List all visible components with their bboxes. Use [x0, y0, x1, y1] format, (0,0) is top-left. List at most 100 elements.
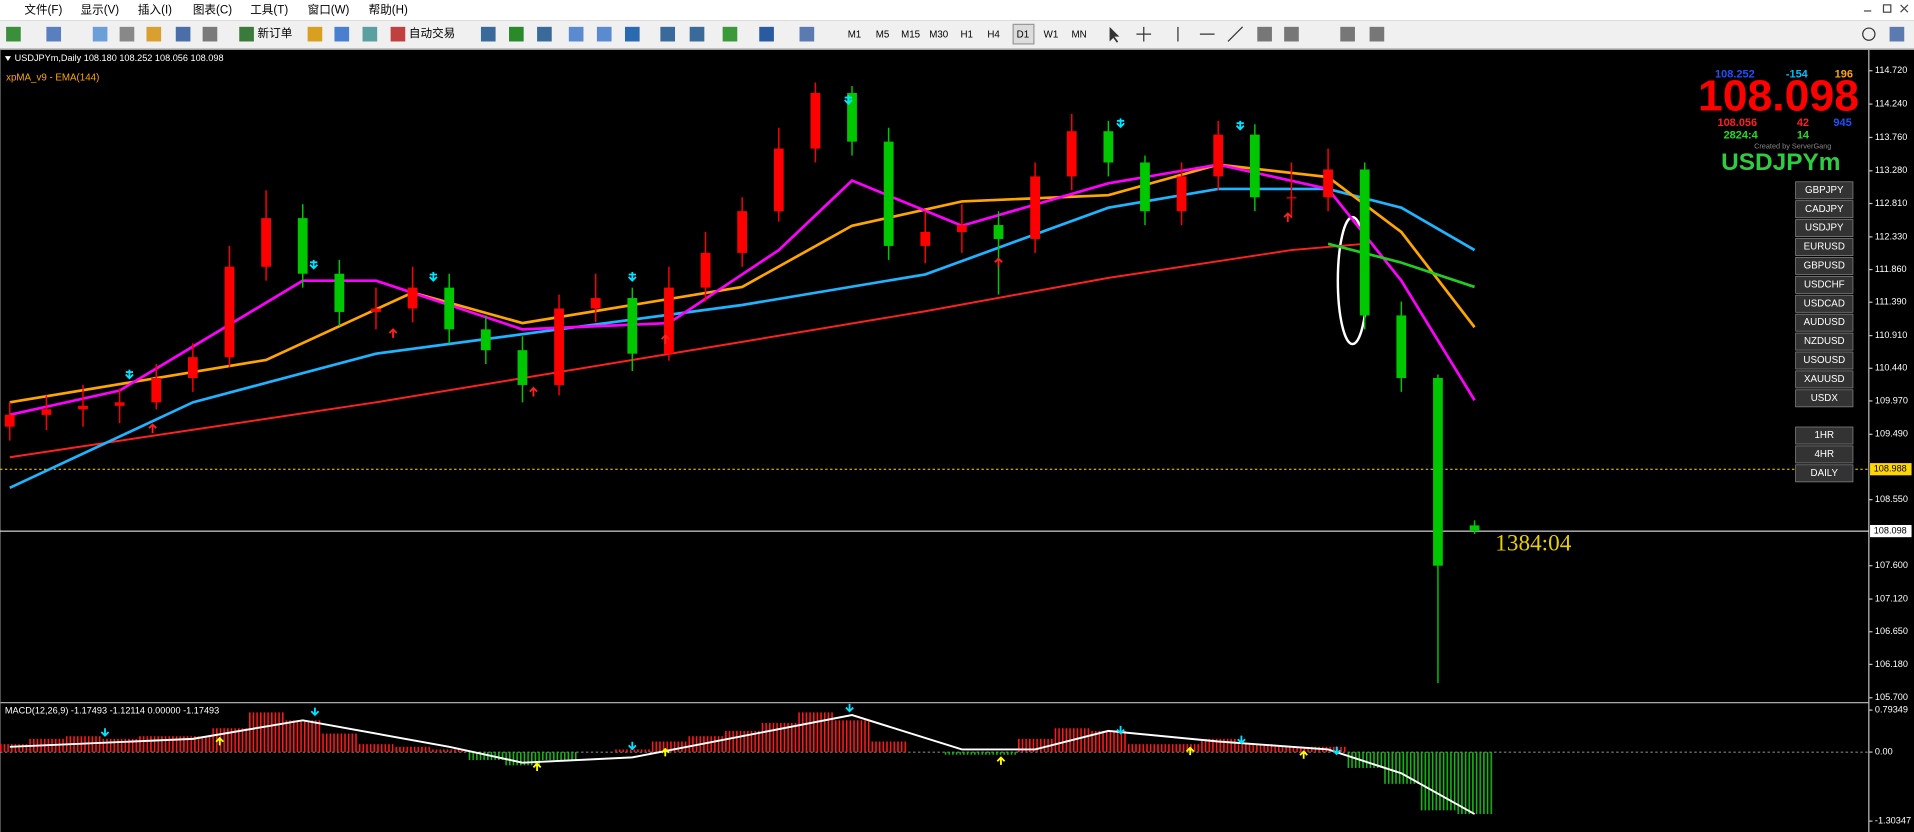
- timeframe-button[interactable]: M30: [929, 29, 949, 40]
- icon[interactable]: [509, 26, 524, 42]
- icon[interactable]: [1284, 26, 1299, 42]
- icon[interactable]: [146, 26, 162, 42]
- symbol-button[interactable]: 1HR: [1815, 430, 1835, 441]
- candle-body: [810, 92, 821, 149]
- price-label-box: [1870, 524, 1912, 538]
- candle-body: [517, 350, 528, 385]
- price-label: 108.098: [1874, 526, 1907, 536]
- symbol-button[interactable]: NZDUSD: [1804, 336, 1845, 347]
- icon[interactable]: [689, 26, 705, 42]
- signal-arrow: [1299, 750, 1308, 759]
- y-tick-label: 109.970: [1875, 395, 1908, 405]
- icon[interactable]: [722, 26, 738, 42]
- icon[interactable]: [239, 26, 254, 42]
- menu-item[interactable]: 帮助(H): [369, 2, 408, 16]
- symbol-button[interactable]: USDX: [1811, 393, 1839, 404]
- timeframe-button[interactable]: M1: [848, 29, 862, 40]
- timeframe-button[interactable]: M5: [876, 29, 890, 40]
- y-tick-label: 112.810: [1875, 198, 1907, 208]
- icon[interactable]: [390, 26, 406, 42]
- close[interactable]: [1900, 4, 1909, 13]
- y-tick-label: 0.79349: [1875, 704, 1908, 714]
- macd-bar: [0, 744, 29, 753]
- icon[interactable]: [175, 26, 191, 42]
- symbol-button-bg: [1795, 370, 1854, 389]
- symbol-button-bg: [1795, 332, 1854, 351]
- symbol-button[interactable]: USDCAD: [1804, 298, 1845, 309]
- symbol-button[interactable]: XAUUSD: [1804, 374, 1845, 385]
- icon[interactable]: [119, 26, 135, 42]
- macd-bar: [613, 749, 651, 753]
- candle-body: [883, 141, 894, 246]
- icon[interactable]: [202, 26, 218, 42]
- candle-body: [737, 211, 748, 253]
- icon[interactable]: [759, 26, 774, 42]
- y-tick-label: 113.760: [1875, 132, 1907, 142]
- new-order-button[interactable]: 新订单: [258, 26, 293, 40]
- menu-item[interactable]: 文件(F): [24, 2, 62, 16]
- candle-body: [590, 298, 601, 309]
- icon[interactable]: [92, 26, 108, 42]
- signal-arrow: [1283, 212, 1293, 223]
- y-tick-label: 106.180: [1875, 659, 1908, 669]
- crosshair-icon[interactable]: [1136, 26, 1152, 42]
- icon[interactable]: [334, 26, 350, 42]
- icon[interactable]: [1340, 26, 1355, 42]
- icon[interactable]: [537, 26, 552, 42]
- timeframe-button[interactable]: D1: [1017, 29, 1029, 40]
- menu-item[interactable]: 图表(C): [193, 2, 232, 16]
- symbol-button[interactable]: USDJPY: [1805, 223, 1844, 234]
- symbol-button[interactable]: GBPUSD: [1804, 261, 1845, 272]
- timeframe-button[interactable]: H4: [987, 29, 1000, 40]
- icon[interactable]: [1257, 26, 1272, 42]
- symbol-button[interactable]: AUDUSD: [1804, 317, 1845, 328]
- timeframe-button[interactable]: H1: [961, 29, 973, 40]
- info-text: 42: [1797, 117, 1809, 129]
- icon[interactable]: [568, 26, 584, 42]
- menu-item[interactable]: 显示(V): [81, 3, 120, 16]
- icon[interactable]: [1369, 26, 1385, 42]
- info-text: 945: [1833, 117, 1851, 129]
- icon[interactable]: [46, 26, 62, 42]
- search-icon[interactable]: [1862, 27, 1876, 41]
- icon[interactable]: [362, 26, 378, 42]
- symbol-button[interactable]: EURUSD: [1804, 242, 1845, 253]
- symbol-button[interactable]: DAILY: [1811, 468, 1839, 479]
- icon[interactable]: [6, 26, 21, 42]
- moving-average: [1327, 242, 1475, 289]
- icon[interactable]: [596, 26, 612, 42]
- icon[interactable]: [1889, 26, 1905, 42]
- candle-body: [41, 409, 52, 415]
- candle-body: [1396, 315, 1407, 379]
- symbol-button[interactable]: USDCHF: [1804, 279, 1845, 290]
- icon[interactable]: [799, 26, 815, 42]
- timeframe-button[interactable]: M15: [901, 29, 921, 40]
- symbol-button[interactable]: USOUSD: [1803, 355, 1845, 366]
- symbol-button[interactable]: GBPJPY: [1805, 185, 1844, 196]
- timeframe-button[interactable]: MN: [1071, 29, 1086, 40]
- menu-item[interactable]: 插入(I): [138, 2, 172, 16]
- info-text: 108.252: [1715, 68, 1755, 80]
- menu-item[interactable]: 工具(T): [250, 3, 288, 16]
- cursor-icon[interactable]: [1109, 26, 1120, 43]
- candle-body: [480, 329, 491, 351]
- restore[interactable]: [1882, 4, 1892, 13]
- toolbar-icons: [6, 26, 1905, 43]
- menu-item[interactable]: 窗口(W): [308, 2, 350, 16]
- info-text: USDJPYm: [1721, 149, 1840, 176]
- candle-body: [1286, 197, 1297, 199]
- icon[interactable]: [660, 26, 676, 42]
- timeframe-button[interactable]: W1: [1044, 29, 1059, 40]
- signal-arrow: [1332, 746, 1341, 756]
- icon[interactable]: [480, 26, 496, 42]
- candle-body: [700, 252, 711, 288]
- icon[interactable]: [624, 26, 640, 42]
- symbol-button[interactable]: 4HR: [1815, 449, 1835, 460]
- icon[interactable]: [307, 26, 323, 42]
- candle-body: [187, 357, 198, 379]
- draw-icon[interactable]: [1177, 26, 1244, 42]
- symbol-button[interactable]: CADJPY: [1805, 204, 1844, 215]
- y-tick-label: 0.00: [1875, 747, 1893, 757]
- auto-trade-button[interactable]: 自动交易: [409, 26, 455, 40]
